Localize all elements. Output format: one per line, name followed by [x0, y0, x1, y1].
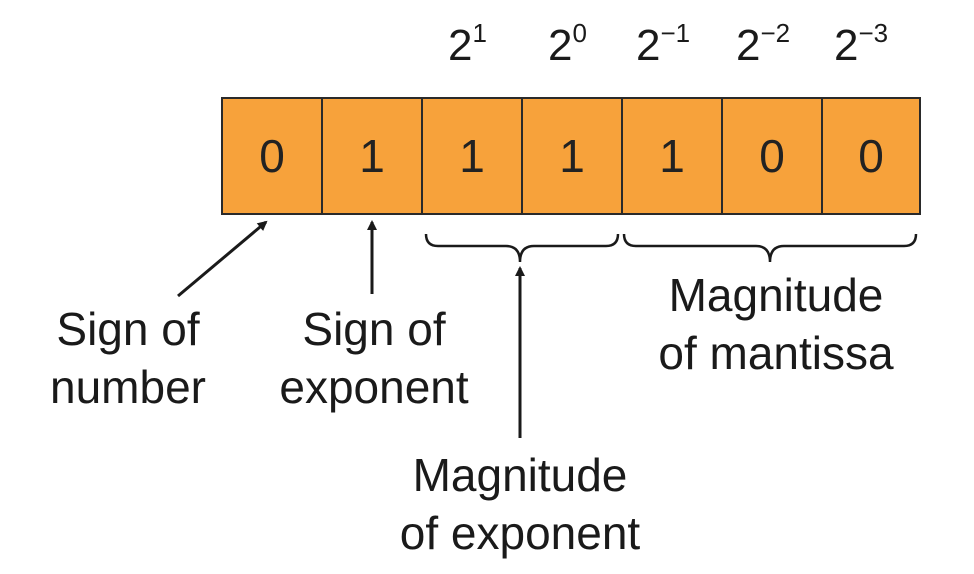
power-base: 2: [834, 21, 859, 70]
label-line: Magnitude: [668, 269, 884, 321]
bit-cell-4: [621, 97, 723, 215]
power-base: 2: [448, 21, 473, 70]
label-sign-of-exponent: Sign of exponent: [252, 300, 496, 416]
power-exponent: 1: [472, 18, 487, 48]
label-line: of exponent: [399, 507, 641, 559]
power-label-1: 20: [548, 20, 587, 70]
power-exponent: −3: [858, 18, 889, 48]
bit-value-2: 1: [459, 130, 485, 182]
bit-cell-2: [421, 97, 523, 215]
power-exponent: −2: [760, 18, 791, 48]
label-line: number: [50, 361, 206, 413]
bit-value-0: 0: [259, 130, 285, 182]
power-base: 2: [736, 21, 761, 70]
brace-mantissa: [622, 233, 918, 263]
bit-cell-6: [821, 97, 921, 215]
label-line: Sign of: [56, 303, 200, 355]
power-base: 2: [636, 21, 661, 70]
label-line: Magnitude: [412, 449, 628, 501]
label-magnitude-of-mantissa: Magnitude of mantissa: [626, 266, 926, 382]
brace-exponent: [424, 233, 620, 263]
label-magnitude-of-exponent: Magnitude of exponent: [370, 446, 670, 562]
label-sign-of-number: Sign of number: [18, 300, 238, 416]
bit-value-5: 0: [759, 130, 785, 182]
power-label-4: 2−3: [834, 20, 888, 70]
power-exponent: −1: [660, 18, 691, 48]
power-label-0: 21: [448, 20, 487, 70]
power-label-3: 2−2: [736, 20, 790, 70]
power-exponent: 0: [572, 18, 587, 48]
label-line: of mantissa: [658, 327, 894, 379]
bit-cell-0: [221, 97, 323, 215]
bit-value-3: 1: [559, 130, 585, 182]
arrow-sign-number: [177, 220, 268, 298]
bit-value-4: 1: [659, 130, 685, 182]
label-line: exponent: [279, 361, 469, 413]
label-line: Sign of: [302, 303, 446, 355]
bit-value-1: 1: [359, 130, 385, 182]
bit-cell-1: [321, 97, 423, 215]
power-base: 2: [548, 21, 573, 70]
power-label-2: 2−1: [636, 20, 690, 70]
bit-value-6: 0: [858, 130, 884, 182]
bit-cell-5: [721, 97, 823, 215]
